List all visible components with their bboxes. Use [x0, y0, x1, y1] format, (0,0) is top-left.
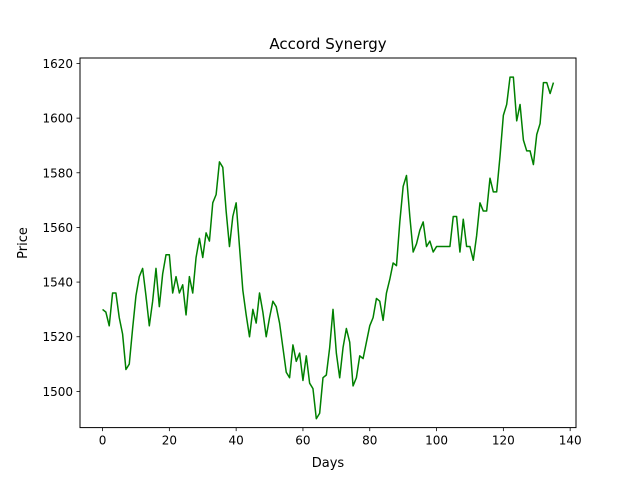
y-axis: 1500 1520 1540 1560 1580 1600 1620 [42, 57, 80, 399]
x-tick-label: 80 [362, 434, 377, 448]
x-tick-label: 20 [162, 434, 177, 448]
y-tick-label: 1580 [42, 166, 73, 180]
y-tick-label: 1520 [42, 330, 73, 344]
y-axis-label: Price [16, 227, 31, 259]
y-tick-label: 1500 [42, 385, 73, 399]
y-tick-label: 1620 [42, 57, 73, 71]
series-line-0 [102, 76, 555, 420]
plot-area [102, 76, 555, 420]
y-tick-label: 1600 [42, 112, 73, 126]
x-tick-label: 100 [425, 434, 448, 448]
x-tick-label: 60 [295, 434, 310, 448]
x-tick-label: 40 [229, 434, 244, 448]
x-tick-label: 140 [559, 434, 582, 448]
x-tick-label: 0 [99, 434, 107, 448]
x-tick-label: 120 [492, 434, 515, 448]
chart-title: Accord Synergy [269, 35, 386, 53]
x-axis: 0 20 40 60 80 100 120 140 [99, 427, 582, 448]
axes-frame [79, 57, 577, 429]
x-axis-label: Days [312, 456, 345, 471]
y-tick-label: 1540 [42, 276, 73, 290]
y-tick-label: 1560 [42, 221, 73, 235]
